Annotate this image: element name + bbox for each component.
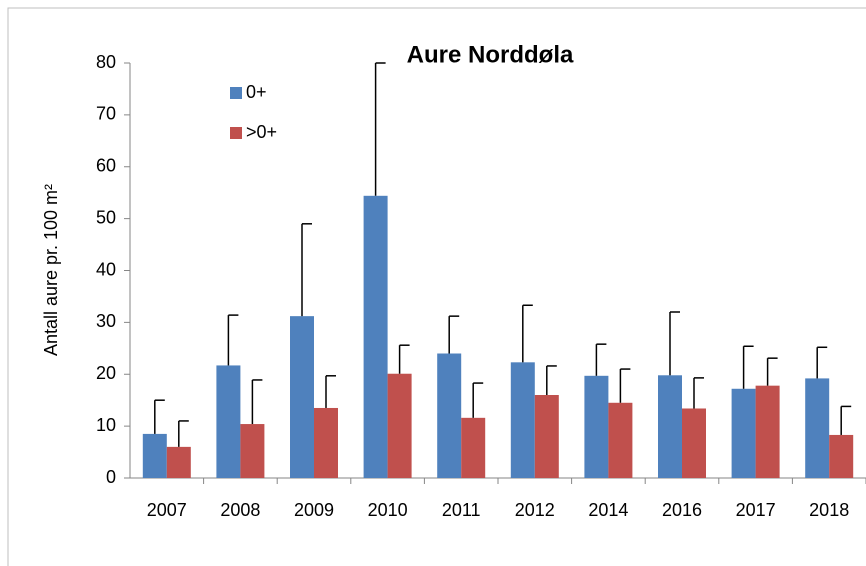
bar [682,408,706,478]
bar [608,402,633,478]
bar [363,195,388,479]
bar [584,375,609,478]
legend-swatch [230,127,242,139]
bar [166,446,191,478]
bar [387,373,412,478]
bar [461,417,486,478]
x-tick-label: 2008 [220,500,260,520]
bar [829,434,854,478]
y-tick-label: 10 [96,415,116,435]
y-tick-label: 20 [96,363,116,383]
bar [658,375,682,478]
y-tick-label: 50 [96,207,116,227]
x-tick-label: 2009 [294,500,334,520]
bar [437,353,462,478]
y-tick-label: 70 [96,104,116,124]
x-tick-label: 2007 [147,500,187,520]
bar [142,433,167,478]
y-tick-label: 80 [96,52,116,72]
bar [731,388,756,478]
y-tick-label: 60 [96,156,116,176]
bar [290,316,314,478]
y-tick-label: 30 [96,311,116,331]
bar [240,424,265,478]
x-tick-label: 2010 [368,500,408,520]
bar [534,395,559,478]
y-axis-label: Antall aure pr. 100 m² [41,184,61,356]
bar [755,385,780,478]
legend-swatch [230,87,242,99]
x-tick-label: 2014 [588,500,628,520]
legend-label: 0+ [246,82,267,102]
x-tick-label: 2016 [662,500,702,520]
x-tick-label: 2012 [515,500,555,520]
x-tick-label: 2011 [442,500,481,520]
y-tick-label: 40 [96,259,116,279]
chart-title: Aure Norddøla [407,41,574,68]
bar [805,378,830,478]
bar [510,362,535,478]
legend-label: >0+ [246,122,277,142]
chart-frame [7,7,866,566]
bar [314,407,338,478]
x-tick-label: 2018 [809,500,849,520]
bar [216,365,241,478]
x-tick-label: 2017 [736,500,776,520]
y-tick-label: 0 [106,467,116,487]
